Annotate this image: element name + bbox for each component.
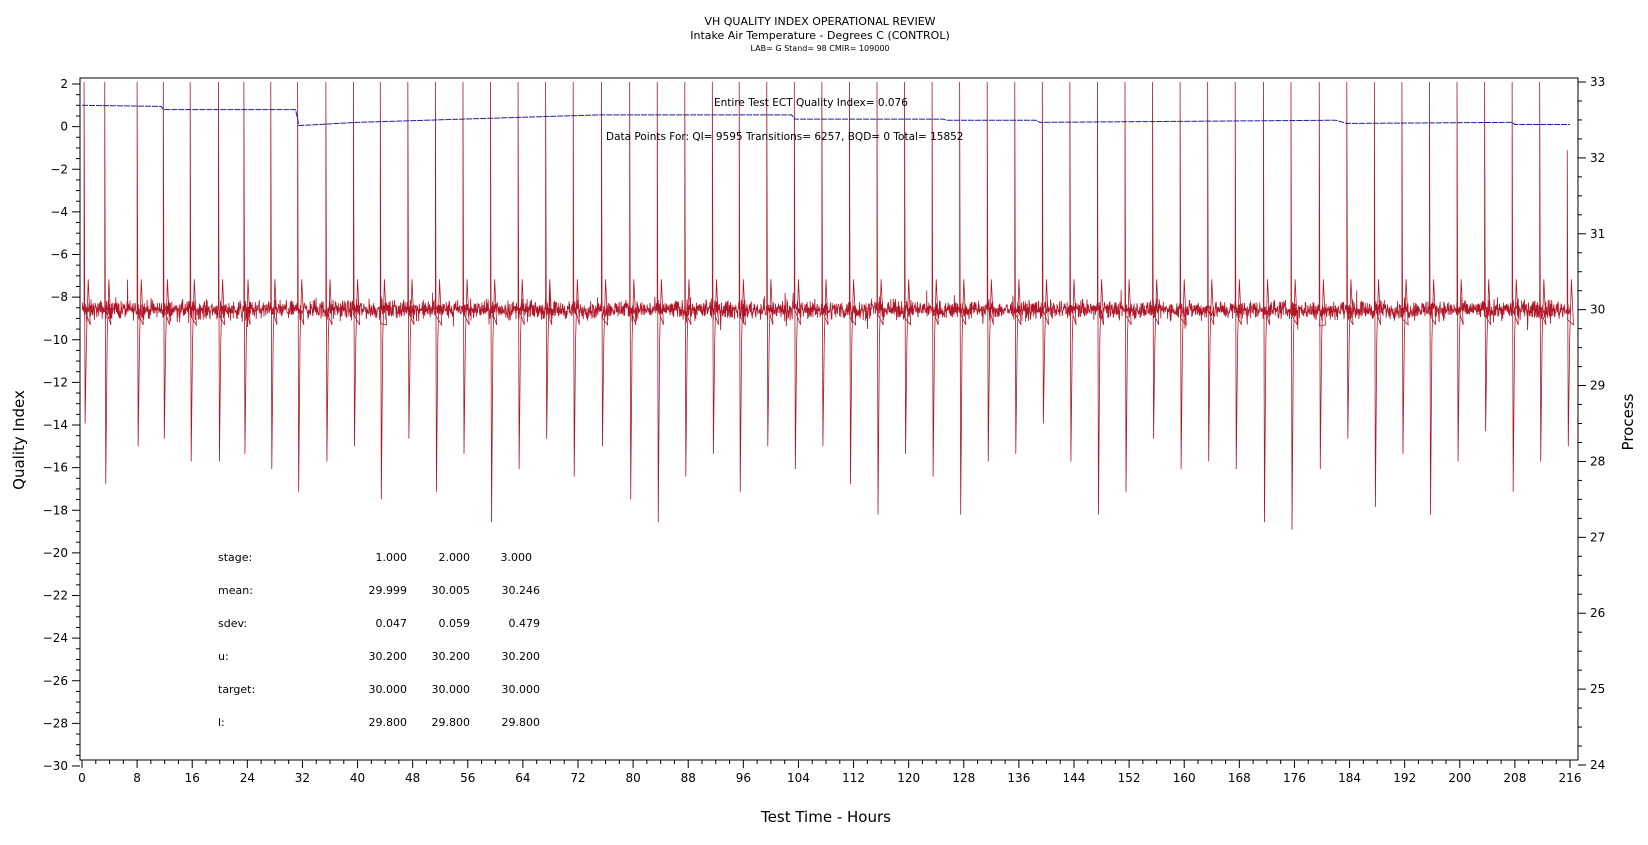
y-tick-label: −12 [43,375,68,389]
stats-row-label: stage: [218,551,252,564]
quality-index-series [81,104,1570,127]
stats-value: 0.059 [439,617,471,630]
x-tick-label: 24 [240,771,255,785]
process-line [81,81,1574,530]
stats-value: 30.000 [432,683,471,696]
x-tick-label: 72 [570,771,585,785]
x-tick-label: 168 [1228,771,1251,785]
y2-tick-label: 24 [1590,758,1605,772]
y-tick-label: −30 [43,759,68,773]
stats-header: 1.000 [376,551,408,564]
x-tick-label: 200 [1448,771,1471,785]
y-tick-label: −24 [43,631,68,645]
x-tick-label: 64 [515,771,530,785]
x-tick-label: 80 [625,771,640,785]
chart-title: VH QUALITY INDEX OPERATIONAL REVIEW [704,15,935,28]
x-tick-label: 192 [1393,771,1416,785]
y-axis-right-label: Process [1619,393,1637,450]
stats-table: stage: 1.000 2.000 3.000 mean: 29.999 30.005 30… [218,551,540,729]
stats-row-label: l: [218,716,225,729]
stats-value: 30.200 [369,650,408,663]
x-tick-label: 0 [78,771,86,785]
quality-index-line [81,104,1570,127]
stats-value: 29.800 [502,716,541,729]
stats-value: 29.999 [369,584,408,597]
x-tick-label: 96 [736,771,751,785]
stats-row-label: sdev: [218,617,247,630]
x-tick-label: 136 [1007,771,1030,785]
stats-value: 30.000 [502,683,541,696]
x-tick-label: 40 [350,771,365,785]
y-tick-label: −6 [50,248,68,262]
y-axis-left: 2 0 −2 −4 −6 −8 −10 −12 −14 −16 −18 −20 −22 −24 −26 −28… [43,77,80,773]
stats-value: 0.479 [509,617,541,630]
y-axis-left-label: Quality Index [10,390,28,490]
x-tick-label: 112 [842,771,865,785]
x-tick-label: 216 [1559,771,1582,785]
x-axis: 0 8 16 24 32 40 48 56 64 72 80 88 96 104 112 120 128 136 1… [78,760,1581,785]
chart-subtitle-2: LAB= G Stand= 98 CMIR= 109000 [750,44,889,53]
y-tick-label: −26 [43,674,68,688]
x-tick-label: 152 [1118,771,1141,785]
stats-value: 30.000 [369,683,408,696]
x-tick-label: 160 [1173,771,1196,785]
x-tick-label: 184 [1338,771,1361,785]
y2-tick-label: 25 [1590,682,1605,696]
y-tick-label: −14 [43,418,68,432]
y-tick-label: −4 [50,205,68,219]
y-tick-label: −28 [43,716,68,730]
stats-header: 3.000 [501,551,533,564]
plot-area [79,77,1579,761]
y-tick-label: −8 [50,290,68,304]
x-tick-label: 128 [952,771,975,785]
y-tick-label: 0 [60,120,68,134]
y2-tick-label: 29 [1590,379,1605,393]
y-axis-right: 24 25 26 27 28 29 30 31 32 33 [1578,75,1605,772]
stats-value: 30.005 [432,584,471,597]
y-tick-label: −22 [43,589,68,603]
y2-tick-label: 31 [1590,227,1605,241]
stats-row-label: target: [218,683,255,696]
x-tick-label: 48 [405,771,420,785]
y-tick-label: −2 [50,162,68,176]
stats-row-label: mean: [218,584,253,597]
y2-tick-label: 32 [1590,151,1605,165]
chart-subtitle: Intake Air Temperature - Degrees C (CONT… [690,29,950,42]
x-tick-label: 104 [787,771,810,785]
x-tick-label: 88 [681,771,696,785]
stats-header: 2.000 [439,551,471,564]
stats-value: 29.800 [432,716,471,729]
y-tick-label: −16 [43,461,68,475]
x-tick-label: 8 [133,771,141,785]
x-tick-label: 16 [185,771,200,785]
qi-annotation: Entire Test ECT Quality Index= 0.076 [714,97,908,109]
x-tick-label: 32 [295,771,310,785]
x-tick-label: 176 [1283,771,1306,785]
y2-tick-label: 27 [1590,530,1605,544]
y-tick-label: 2 [60,77,68,91]
x-tick-label: 144 [1063,771,1086,785]
points-annotation: Data Points For: QI= 9595 Transitions= 6… [606,131,964,143]
y2-tick-label: 26 [1590,606,1605,620]
stats-row-label: u: [218,650,229,663]
stats-value: 30.200 [502,650,541,663]
y2-tick-label: 28 [1590,454,1605,468]
stats-value: 0.047 [376,617,408,630]
x-tick-label: 208 [1503,771,1526,785]
stats-value: 29.800 [369,716,408,729]
y-tick-label: −10 [43,333,68,347]
x-axis-label: Test Time - Hours [760,808,891,826]
process-series [81,81,1574,530]
x-tick-label: 120 [897,771,920,785]
stats-value: 30.246 [502,584,541,597]
stats-value: 30.200 [432,650,471,663]
y-tick-label: −20 [43,546,68,560]
y-tick-label: −18 [43,503,68,517]
y2-tick-label: 33 [1590,75,1605,89]
y2-tick-label: 30 [1590,303,1605,317]
x-tick-label: 56 [460,771,475,785]
